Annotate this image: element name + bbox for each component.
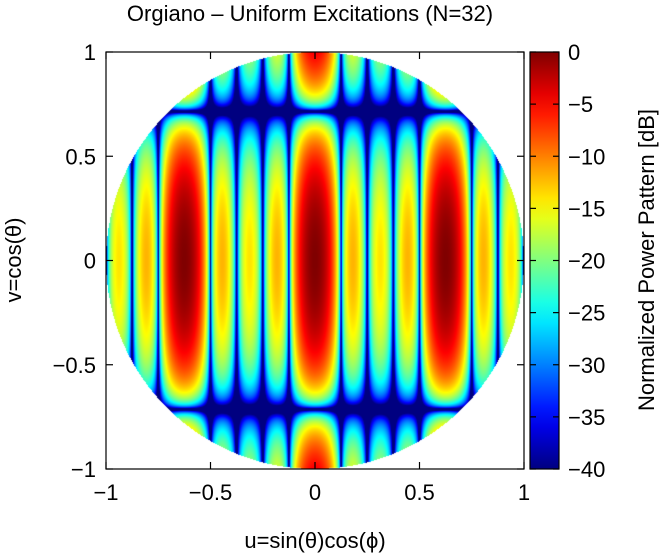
chart-title: Orgiano – Uniform Excitations (N=32) <box>127 1 493 26</box>
x-axis-label: u=sin(θ)cos(ϕ) <box>244 528 385 553</box>
y-axis-label: v=cos(θ) <box>1 218 26 303</box>
y-tick-label: −1 <box>71 457 96 482</box>
colorbar-tick-label: −5 <box>568 92 593 117</box>
colorbar-ticks: 0 −5 −10 −15 −20 −25 −30 −35 −40 <box>530 40 605 482</box>
colorbar-tick-label: −40 <box>568 457 605 482</box>
colorbar: 0 −5 −10 −15 −20 −25 −30 −35 −40 <box>529 40 605 482</box>
colorbar-tick-label: −10 <box>568 144 605 169</box>
colorbar-label: Normalized Power Pattern [dB] <box>634 109 659 411</box>
y-tick-label: 0.5 <box>65 144 96 169</box>
colorbar-tick-label: −35 <box>568 405 605 430</box>
colorbar-tick-label: −20 <box>568 249 605 274</box>
y-tick-label: −0.5 <box>53 353 96 378</box>
y-axis: −1 −0.5 0 0.5 1 <box>53 40 524 482</box>
x-tick-label: −0.5 <box>189 480 232 505</box>
colorbar-tick-label: 0 <box>568 40 580 65</box>
colorbar-tick-label: −15 <box>568 196 605 221</box>
plot-area <box>105 51 525 470</box>
x-tick-label: 0.5 <box>404 480 435 505</box>
x-axis: −1 −0.5 0 0.5 1 <box>93 52 530 505</box>
y-tick-label: 1 <box>84 40 96 65</box>
y-tick-label: 0 <box>84 249 96 274</box>
x-tick-label: 1 <box>518 480 530 505</box>
x-tick-label: −1 <box>93 480 118 505</box>
colorbar-tick-label: −25 <box>568 301 605 326</box>
colorbar-tick-label: −30 <box>568 353 605 378</box>
heatmap-image <box>106 52 524 469</box>
x-tick-label: 0 <box>309 480 321 505</box>
